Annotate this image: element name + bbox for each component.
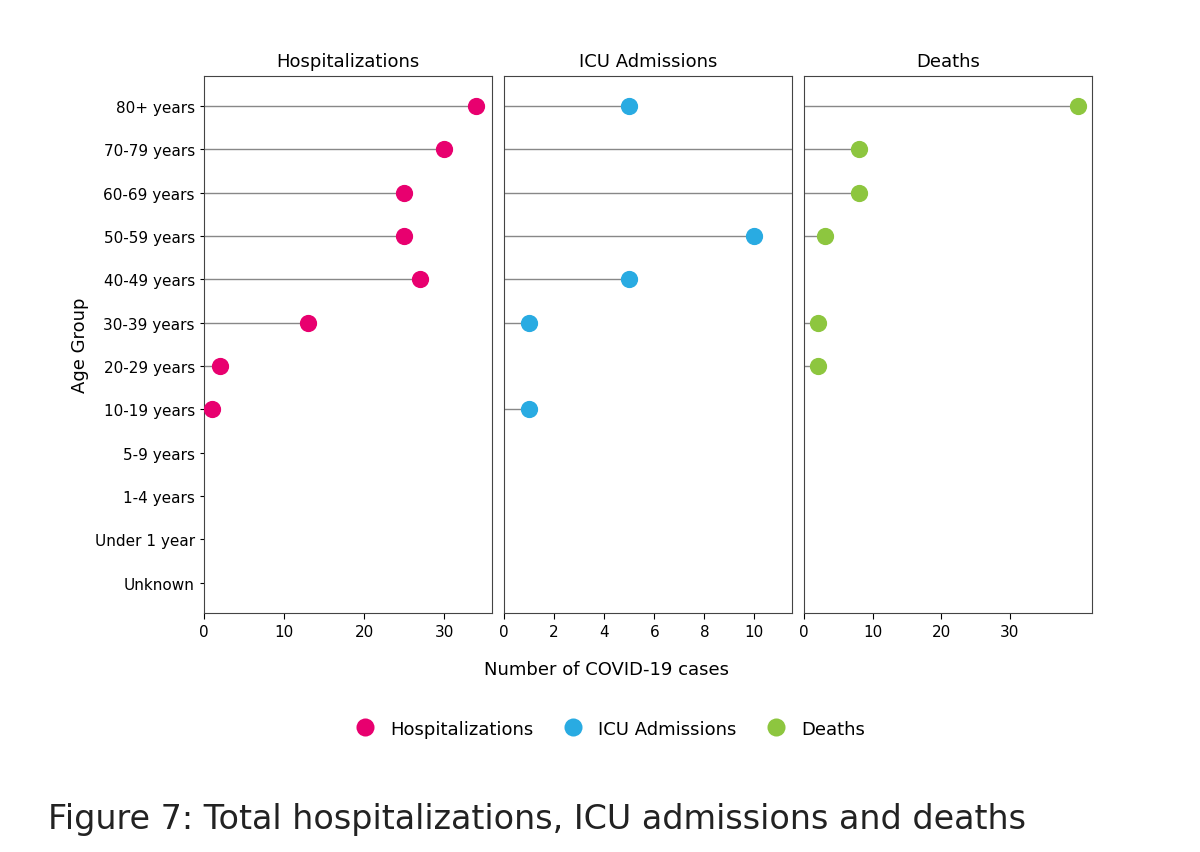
Title: Hospitalizations: Hospitalizations — [276, 53, 420, 71]
Legend: Hospitalizations, ICU Admissions, Deaths: Hospitalizations, ICU Admissions, Deaths — [340, 712, 872, 745]
Text: Figure 7: Total hospitalizations, ICU admissions and deaths: Figure 7: Total hospitalizations, ICU ad… — [48, 802, 1026, 835]
Y-axis label: Age Group: Age Group — [71, 297, 89, 393]
Point — [299, 317, 318, 331]
Point — [520, 317, 539, 331]
Point — [808, 360, 827, 373]
Point — [203, 403, 222, 417]
Point — [820, 187, 839, 200]
Point — [410, 273, 430, 287]
Point — [395, 230, 414, 244]
Point — [619, 101, 638, 114]
Point — [467, 101, 486, 114]
Point — [395, 187, 414, 200]
Point — [619, 273, 638, 287]
Point — [815, 230, 834, 244]
Title: ICU Admissions: ICU Admissions — [578, 53, 718, 71]
Point — [850, 187, 869, 200]
Point — [434, 143, 454, 157]
Point — [794, 143, 814, 157]
Point — [745, 230, 764, 244]
Point — [808, 317, 827, 331]
Point — [1069, 101, 1088, 114]
Point — [210, 360, 229, 373]
Point — [520, 403, 539, 417]
Text: Number of COVID-19 cases: Number of COVID-19 cases — [484, 659, 728, 678]
Title: Deaths: Deaths — [916, 53, 980, 71]
Point — [850, 143, 869, 157]
